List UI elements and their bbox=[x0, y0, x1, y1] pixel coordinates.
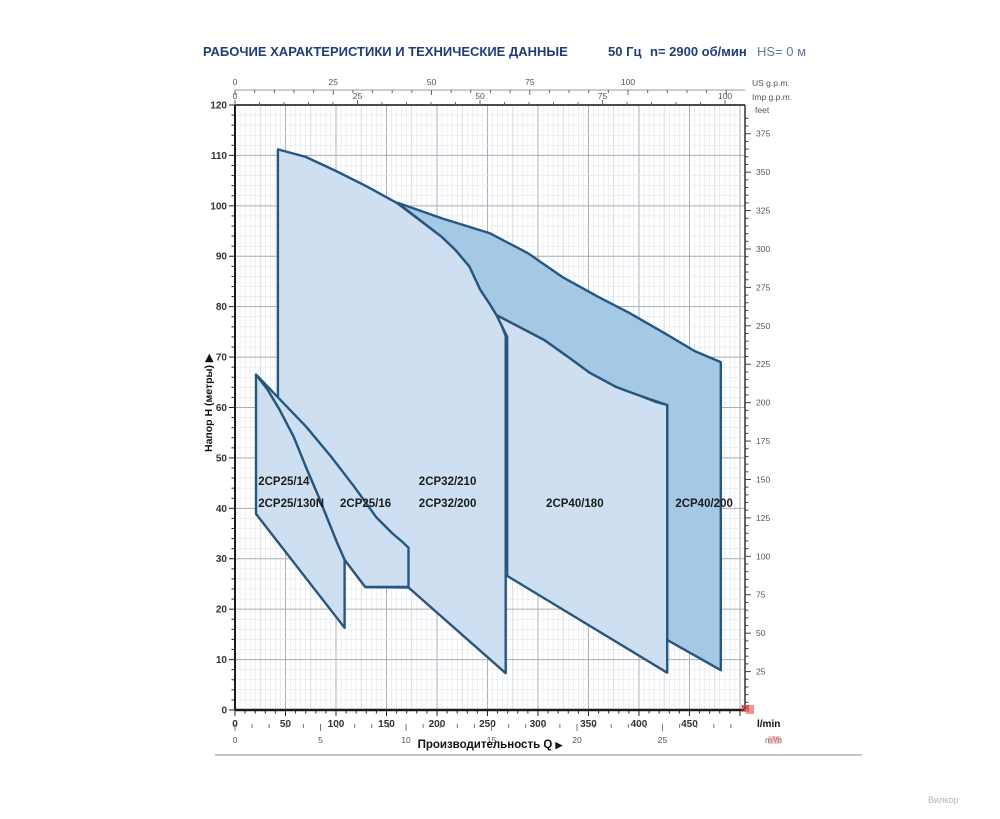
svg-text:Производительность Q ▶: Производительность Q ▶ bbox=[418, 739, 564, 751]
x-axis-title: Производительность Q ▶ bbox=[215, 739, 862, 756]
svg-text:5: 5 bbox=[318, 735, 323, 745]
svg-text:50: 50 bbox=[756, 628, 766, 638]
svg-text:100: 100 bbox=[756, 551, 770, 561]
svg-text:25: 25 bbox=[658, 735, 668, 745]
svg-text:20: 20 bbox=[572, 735, 582, 745]
y-axis-title: Напор H (метры) ▶ bbox=[203, 353, 215, 452]
svg-text:80: 80 bbox=[216, 302, 228, 313]
suction-head-value: HS= 0 м bbox=[757, 44, 807, 59]
svg-text:150: 150 bbox=[756, 474, 770, 484]
svg-text:70: 70 bbox=[216, 353, 228, 364]
svg-text:40: 40 bbox=[216, 504, 228, 515]
svg-text:150: 150 bbox=[378, 719, 395, 730]
svg-text:2CP25/130N: 2CP25/130N bbox=[258, 498, 324, 510]
svg-text:75: 75 bbox=[598, 91, 608, 101]
svg-text:25: 25 bbox=[329, 77, 339, 87]
svg-text:200: 200 bbox=[429, 719, 446, 730]
svg-text:10: 10 bbox=[216, 655, 228, 666]
red-watermark: M bbox=[741, 704, 781, 744]
svg-text:2CP25/16: 2CP25/16 bbox=[340, 498, 391, 510]
region-2CP25/14-130N bbox=[254, 373, 346, 629]
y-axis-meters: 0 10 20 30 40 50 60 70 80 90 100 110 120 bbox=[210, 100, 235, 717]
x-axis-lmin: 050100150200250300350400450l/min bbox=[232, 710, 780, 730]
svg-text:200: 200 bbox=[756, 398, 770, 408]
svg-text:2CP32/200: 2CP32/200 bbox=[419, 498, 477, 510]
svg-text:M: M bbox=[741, 704, 749, 715]
svg-text:60: 60 bbox=[216, 403, 228, 414]
svg-text:15: 15 bbox=[487, 735, 497, 745]
gray-watermark: Вилкор bbox=[928, 795, 959, 805]
svg-text:50: 50 bbox=[427, 77, 437, 87]
svg-text:325: 325 bbox=[756, 206, 770, 216]
speed-value: n= 2900 об/мин bbox=[650, 44, 747, 59]
svg-text:50: 50 bbox=[280, 719, 292, 730]
x-axis-m3h: 0 5 10 15 20 25 m³/h bbox=[233, 724, 782, 745]
svg-text:50: 50 bbox=[475, 91, 485, 101]
svg-text:30: 30 bbox=[216, 554, 228, 565]
svg-text:300: 300 bbox=[530, 719, 547, 730]
svg-text:75: 75 bbox=[525, 77, 535, 87]
svg-text:m³/h: m³/h bbox=[765, 735, 782, 745]
svg-text:Imp g.p.m.: Imp g.p.m. bbox=[752, 92, 792, 102]
svg-text:400: 400 bbox=[631, 719, 648, 730]
svg-text:300: 300 bbox=[756, 244, 770, 254]
svg-text:2CP40/200: 2CP40/200 bbox=[675, 498, 733, 510]
svg-text:250: 250 bbox=[756, 321, 770, 331]
region-2CP40/180 bbox=[495, 314, 669, 674]
svg-text:25: 25 bbox=[756, 667, 766, 677]
svg-text:110: 110 bbox=[211, 151, 228, 162]
svg-text:350: 350 bbox=[756, 167, 770, 177]
svg-text:25: 25 bbox=[353, 91, 363, 101]
svg-text:100: 100 bbox=[621, 77, 635, 87]
svg-text:10: 10 bbox=[401, 735, 411, 745]
svg-text:100: 100 bbox=[210, 201, 227, 212]
svg-text:100: 100 bbox=[718, 91, 732, 101]
x-axis-imp-gpm: 0 25 50 75 100 Imp g.p.m. bbox=[233, 91, 792, 105]
title-bar: РАБОЧИЕ ХАРАКТЕРИСТИКИ И ТЕХНИЧЕСКИЕ ДАН… bbox=[0, 44, 1000, 64]
svg-text:l/min: l/min bbox=[757, 719, 780, 730]
svg-text:350: 350 bbox=[580, 719, 597, 730]
svg-text:90: 90 bbox=[216, 252, 228, 263]
svg-text:2CP25/14: 2CP25/14 bbox=[258, 476, 310, 488]
svg-text:20: 20 bbox=[216, 605, 228, 616]
y-axis-feet: 25 50 75 100 125 150 175 200 225 250 275 300 325 350 3… bbox=[745, 105, 770, 703]
svg-text:75: 75 bbox=[756, 590, 766, 600]
svg-text:2CP32/210: 2CP32/210 bbox=[419, 476, 477, 488]
svg-text:feet: feet bbox=[755, 105, 770, 115]
pump-regions bbox=[254, 148, 722, 675]
page-title: РАБОЧИЕ ХАРАКТЕРИСТИКИ И ТЕХНИЧЕСКИЕ ДАН… bbox=[203, 44, 568, 59]
svg-text:375: 375 bbox=[756, 129, 770, 139]
region-labels: 2CP25/14 2CP25/130N 2CP25/16 2CP32/210 2CP32… bbox=[258, 476, 733, 510]
svg-text:250: 250 bbox=[479, 719, 496, 730]
svg-text:50: 50 bbox=[216, 453, 228, 464]
x-axis-us-gpm: 0 25 50 75 100 US g.p.m. bbox=[233, 77, 790, 95]
svg-text:450: 450 bbox=[681, 719, 698, 730]
svg-text:0: 0 bbox=[233, 77, 238, 87]
svg-text:US g.p.m.: US g.p.m. bbox=[752, 78, 790, 88]
svg-text:275: 275 bbox=[756, 282, 770, 292]
svg-text:225: 225 bbox=[756, 359, 770, 369]
svg-text:100: 100 bbox=[328, 719, 345, 730]
svg-text:175: 175 bbox=[756, 436, 770, 446]
frequency-value: 50 Гц bbox=[608, 44, 642, 59]
svg-text:Напор H (метры) ▶: Напор H (метры) ▶ bbox=[203, 353, 215, 452]
svg-text:2CP40/180: 2CP40/180 bbox=[546, 498, 604, 510]
svg-text:120: 120 bbox=[210, 100, 227, 111]
svg-text:0: 0 bbox=[221, 706, 227, 717]
svg-text:125: 125 bbox=[756, 513, 770, 523]
svg-text:0: 0 bbox=[233, 91, 238, 101]
svg-text:0: 0 bbox=[233, 735, 238, 745]
